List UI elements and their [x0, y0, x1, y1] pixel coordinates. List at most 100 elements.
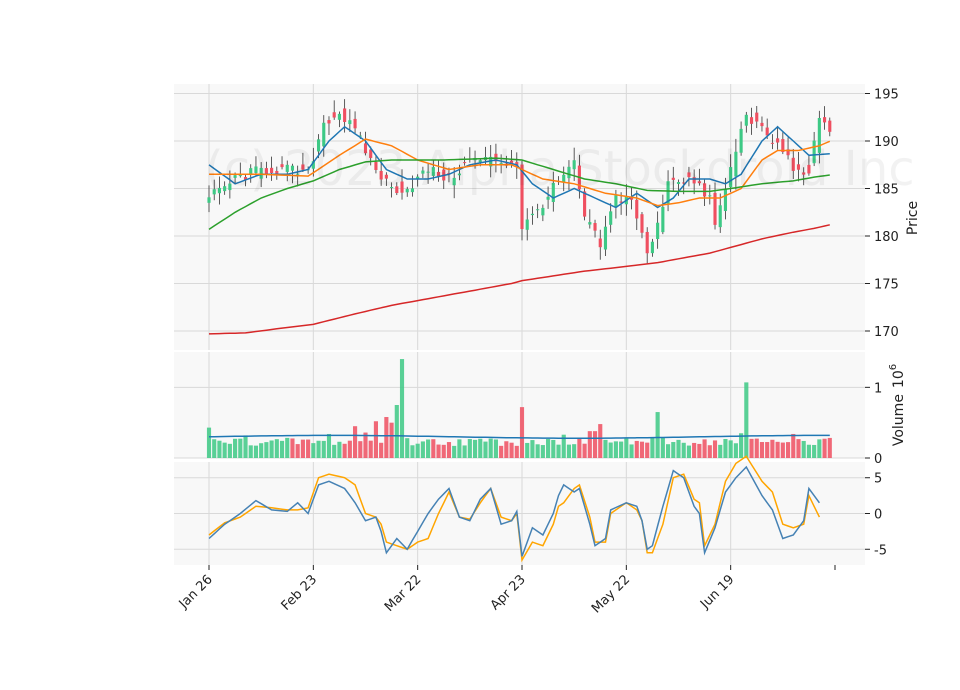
candle-up — [661, 206, 665, 233]
candle-up — [489, 156, 493, 167]
candle-up — [223, 186, 227, 192]
price-ytick-label: 175 — [874, 278, 899, 293]
candle-down — [510, 160, 514, 165]
candle-down — [619, 201, 623, 203]
volume-bar-up — [723, 439, 728, 458]
candle-up — [259, 167, 263, 179]
candle-down — [369, 149, 373, 158]
candle-down — [635, 199, 639, 219]
candle-up — [421, 170, 425, 174]
oscillator-panel: -5 0 5 — [174, 455, 887, 565]
volume-bar-down — [446, 442, 452, 458]
candle-down — [671, 177, 675, 180]
volume-bar-up — [566, 444, 572, 458]
volume-bar-down — [791, 433, 796, 458]
candle-up — [572, 160, 576, 170]
volume-bar-down — [765, 442, 770, 458]
volume-bar-up — [264, 442, 269, 458]
volume-bar-down — [754, 438, 759, 458]
volume-bar-up — [420, 441, 425, 458]
candle-down — [765, 127, 769, 136]
volume-bar-up — [206, 427, 212, 458]
volume-bar-up — [493, 439, 498, 458]
volume-bar-up — [728, 440, 733, 458]
volume-bar-up — [572, 444, 577, 458]
candle-up — [656, 222, 660, 240]
candle-up — [567, 166, 571, 179]
volume-bar-up — [718, 444, 723, 458]
volume-bar-up — [452, 445, 457, 458]
candle-up — [238, 175, 242, 177]
candle-up — [285, 164, 289, 172]
volume-bar-down — [634, 440, 639, 458]
volume-bar-up — [243, 435, 248, 458]
volume-bar-down — [353, 426, 358, 458]
candle-down — [463, 162, 467, 164]
volume-bar-up — [540, 445, 545, 458]
volume-bar-up — [530, 440, 535, 458]
volume-bar-up — [488, 438, 493, 458]
volume-bar-down — [577, 438, 582, 458]
volume-bar-up — [556, 444, 561, 458]
ma-mid-line — [209, 138, 831, 207]
volume-bar-down — [389, 422, 394, 458]
candle-up — [212, 189, 216, 195]
volume-bar-up — [817, 439, 822, 458]
candle-up — [337, 113, 341, 120]
candle-up — [744, 114, 748, 126]
candle-down — [760, 122, 764, 127]
candle-down — [791, 157, 795, 171]
price-background — [174, 84, 865, 350]
volume-bar-down — [379, 442, 384, 458]
volume-bar-down — [587, 431, 592, 458]
candle-up — [525, 219, 529, 230]
candle-up — [478, 160, 482, 163]
volume-bar-down — [702, 439, 707, 458]
volume-bar-up — [285, 437, 290, 458]
candle-up — [530, 213, 534, 216]
volume-bar-up — [561, 434, 566, 458]
volume-bar-down — [639, 441, 645, 458]
volume-bar-up — [535, 444, 540, 458]
candle-down — [640, 214, 644, 233]
candle-up — [817, 117, 821, 153]
volume-axis-label: Volume 106 — [888, 364, 907, 446]
candle-down — [598, 238, 602, 248]
volume-bar-up — [462, 445, 467, 458]
volume-bar-up — [801, 440, 806, 458]
candle-down — [343, 108, 347, 122]
price-ytick-label: 190 — [874, 135, 899, 150]
volume-bar-down — [759, 442, 765, 458]
volume-bar-up — [660, 437, 665, 458]
candle-up — [228, 183, 232, 191]
volume-bar-down — [592, 431, 598, 458]
candle-down — [583, 191, 587, 217]
candle-up — [666, 181, 670, 204]
volume-bar-down — [827, 437, 832, 458]
volume-bar-up — [222, 442, 227, 458]
candle-up — [311, 161, 315, 169]
volume-bar-down — [436, 444, 441, 458]
volume-bar-up — [629, 444, 634, 458]
volume-bar-up — [253, 445, 259, 458]
candle-up — [348, 120, 352, 125]
price-ytick-label: 195 — [874, 88, 899, 103]
candle-down — [713, 192, 717, 225]
candle-up — [562, 174, 566, 183]
volume-bar-up — [467, 439, 472, 458]
candle-down — [692, 177, 696, 184]
volume-bar-down — [598, 424, 603, 458]
volume-scale-base: 10 — [891, 370, 907, 388]
volume-bar-up — [483, 441, 488, 458]
candle-up — [546, 196, 550, 200]
candle-down — [749, 117, 754, 124]
volume-bar-down — [441, 444, 446, 458]
candle-up — [290, 165, 295, 171]
oscillator-line-1 — [208, 465, 821, 557]
candle-up — [431, 167, 435, 176]
volume-bar-up — [326, 433, 332, 458]
x-tick-label: Feb 23 — [279, 572, 321, 614]
candle-up — [551, 182, 555, 202]
volume-axis-label-text: Volume — [891, 394, 907, 446]
